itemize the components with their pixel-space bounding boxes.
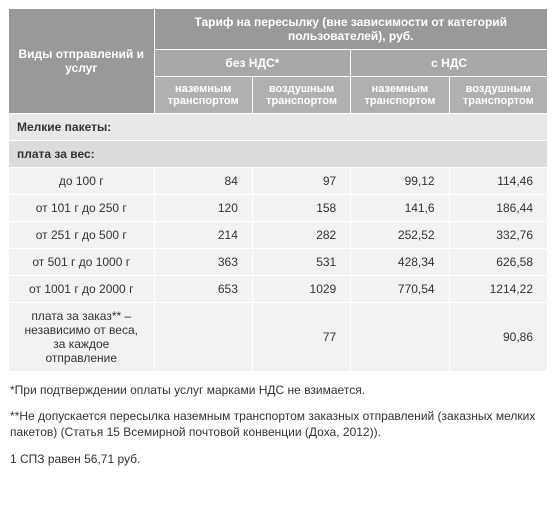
- header-col-ground-2: наземным транспортом: [351, 77, 449, 114]
- header-main: Тариф на пересылку (вне зависимости от к…: [154, 9, 547, 50]
- cell: 158: [252, 195, 350, 222]
- cell: 97: [252, 168, 350, 195]
- cell: 282: [252, 222, 350, 249]
- cell: 363: [154, 249, 252, 276]
- cell: [154, 303, 252, 372]
- footnote-2: **Не допускается пересылка наземным тран…: [10, 408, 546, 440]
- row-label: до 100 г: [9, 168, 155, 195]
- cell: 99,12: [351, 168, 449, 195]
- row-label: от 251 г до 500 г: [9, 222, 155, 249]
- cell: 1029: [252, 276, 350, 303]
- row-label: от 1001 г до 2000 г: [9, 276, 155, 303]
- cell: 252,52: [351, 222, 449, 249]
- row-label: от 101 г до 250 г: [9, 195, 155, 222]
- header-col-air-2: воздушным транспортом: [449, 77, 547, 114]
- section-small-packets: Мелкие пакеты:: [9, 114, 548, 141]
- cell: 626,58: [449, 249, 547, 276]
- cell: 141,6: [351, 195, 449, 222]
- cell: 332,76: [449, 222, 547, 249]
- header-group-novat: без НДС*: [154, 50, 351, 77]
- cell: 84: [154, 168, 252, 195]
- tariff-table: Виды отправлений и услуг Тариф на пересы…: [8, 8, 548, 372]
- cell: 186,44: [449, 195, 547, 222]
- cell: 1214,22: [449, 276, 547, 303]
- footnote-1: *При подтверждении оплаты услуг марками …: [10, 382, 546, 398]
- header-row-title: Виды отправлений и услуг: [9, 9, 155, 114]
- cell: [351, 303, 449, 372]
- cell: 214: [154, 222, 252, 249]
- subsection-weight-fee: плата за вес:: [9, 141, 548, 168]
- table-row: от 101 г до 250 г 120 158 141,6 186,44: [9, 195, 548, 222]
- table-row: от 251 г до 500 г 214 282 252,52 332,76: [9, 222, 548, 249]
- cell: 77: [252, 303, 350, 372]
- cell: 90,86: [449, 303, 547, 372]
- footnote-3: 1 СПЗ равен 56,71 руб.: [10, 451, 546, 467]
- cell: 770,54: [351, 276, 449, 303]
- cell: 531: [252, 249, 350, 276]
- header-col-ground-1: наземным транспортом: [154, 77, 252, 114]
- row-label: от 501 г до 1000 г: [9, 249, 155, 276]
- header-col-air-1: воздушным транспортом: [252, 77, 350, 114]
- cell: 114,46: [449, 168, 547, 195]
- table-row: от 501 г до 1000 г 363 531 428,34 626,58: [9, 249, 548, 276]
- table-row: от 1001 г до 2000 г 653 1029 770,54 1214…: [9, 276, 548, 303]
- header-group-vat: с НДС: [351, 50, 548, 77]
- cell: 120: [154, 195, 252, 222]
- row-label: плата за заказ** – независимо от веса, з…: [9, 303, 155, 372]
- cell: 653: [154, 276, 252, 303]
- cell: 428,34: [351, 249, 449, 276]
- table-row: до 100 г 84 97 99,12 114,46: [9, 168, 548, 195]
- table-row: плата за заказ** – независимо от веса, з…: [9, 303, 548, 372]
